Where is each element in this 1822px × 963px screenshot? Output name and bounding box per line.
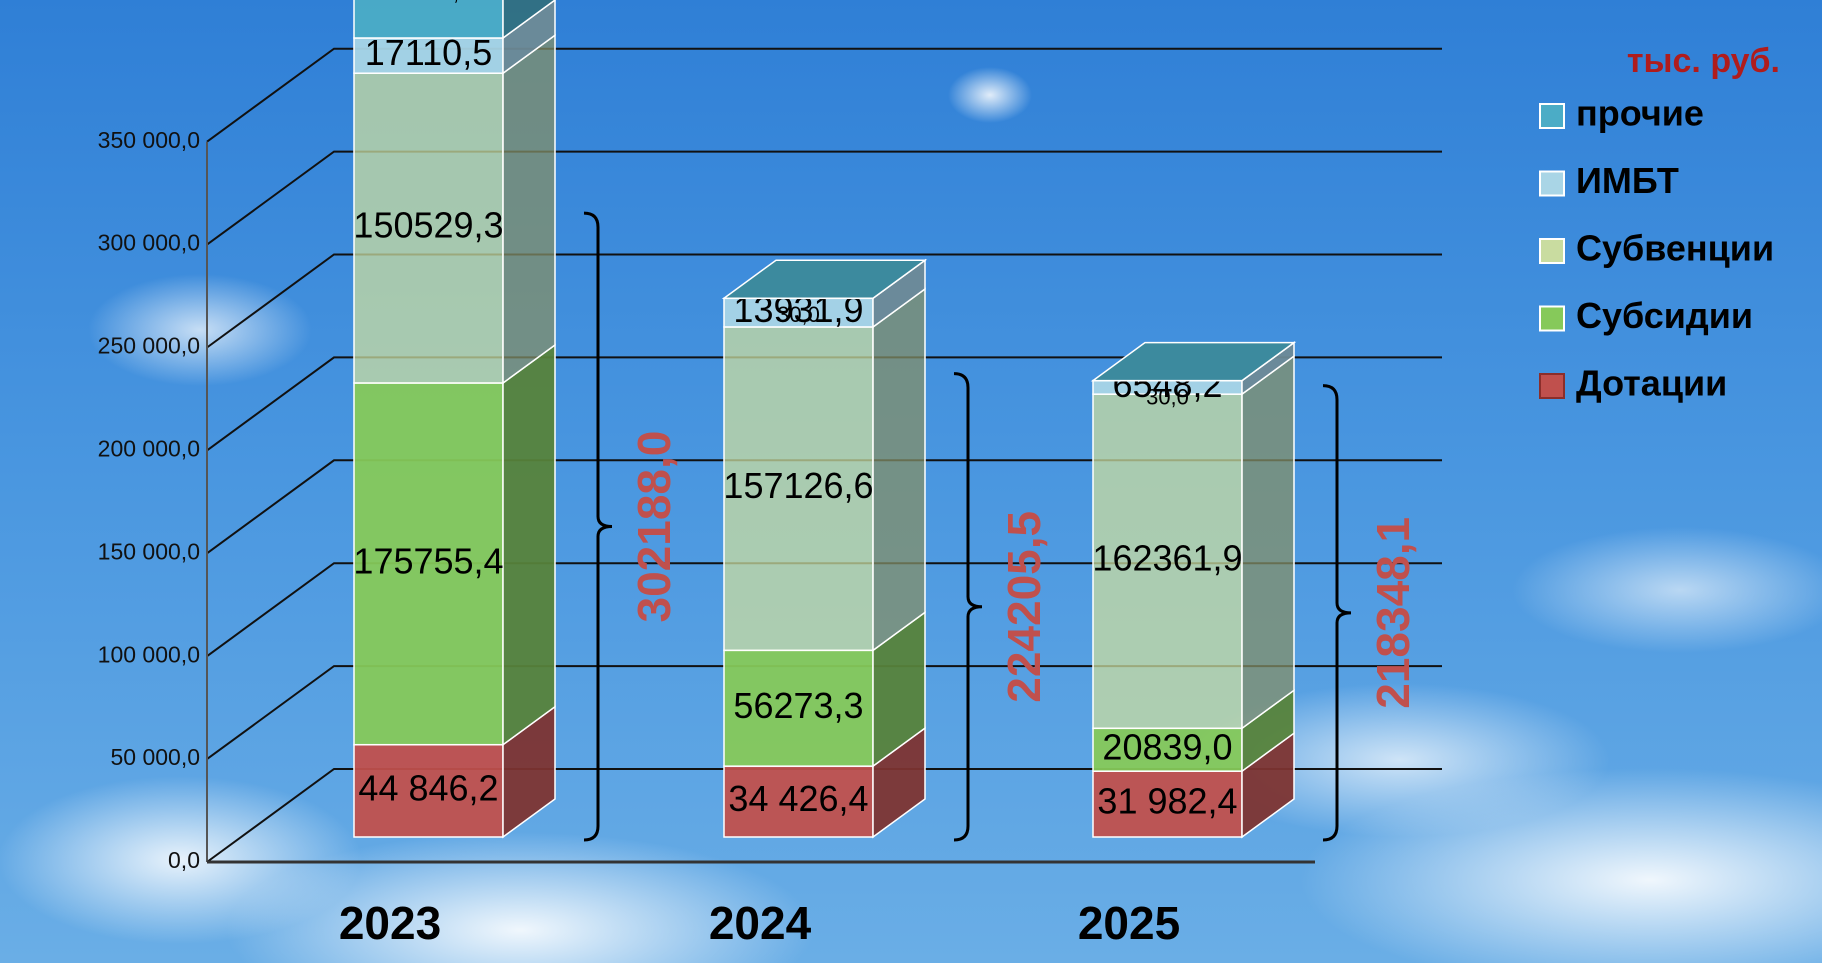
y-tick-label: 250 000,0: [98, 333, 200, 359]
total-bracket: [584, 213, 612, 840]
x-tick-label: 2025: [1078, 897, 1180, 949]
legend-label: прочие: [1576, 93, 1704, 134]
y-tick-label: 350 000,0: [98, 127, 200, 153]
total-label: 224205,5: [998, 511, 1050, 703]
chart: тыс. руб. 0,0 50 000,0 100 000,0 150 000,0 2…: [0, 0, 1822, 963]
slide: тыс. руб. 0,0 50 000,0 100 000,0 150 000,0 2…: [0, 0, 1822, 963]
legend-swatch: [1540, 104, 1564, 128]
y-tick-label: 200 000,0: [98, 435, 200, 461]
unit-label: тыс. руб.: [1627, 42, 1780, 80]
data-label: 162361,9: [1092, 538, 1242, 579]
y-tick-label: 150 000,0: [98, 538, 200, 564]
data-label: 34 426,4: [728, 778, 868, 819]
bar-segment: [354, 0, 503, 38]
total-bracket: [954, 374, 982, 840]
bar-segment-side: [503, 35, 555, 383]
bar-segment-side: [1242, 356, 1294, 728]
bar-segment-side: [503, 345, 555, 745]
data-label: 56273,3: [733, 685, 863, 726]
legend-swatch: [1540, 374, 1564, 398]
legend-label: Субсидии: [1576, 295, 1753, 336]
x-tick-label: 2023: [339, 897, 441, 949]
legend-label: Субвенции: [1576, 228, 1774, 269]
legend-label: ИМБТ: [1576, 160, 1679, 201]
data-label: 31 982,4: [1097, 781, 1237, 822]
data-label: 30,0: [777, 302, 820, 327]
total-label: 302188,0: [628, 431, 680, 623]
data-label: 150529,3: [353, 205, 503, 246]
legend-swatch: [1540, 239, 1564, 263]
bar-segment-side: [873, 289, 925, 650]
legend-swatch: [1540, 307, 1564, 331]
legend-label: Дотации: [1576, 363, 1727, 404]
total-bracket: [1323, 386, 1351, 840]
y-tick-label: 100 000,0: [98, 641, 200, 667]
x-tick-label: 2024: [709, 897, 812, 949]
data-label: 30 010,0: [386, 0, 472, 5]
data-label: 175755,4: [353, 540, 503, 581]
y-tick-label: 50 000,0: [110, 744, 200, 770]
data-label: 30,0: [1146, 384, 1189, 409]
data-label: 157126,6: [723, 465, 873, 506]
legend-swatch: [1540, 172, 1564, 196]
y-tick-label: 0,0: [168, 847, 200, 873]
y-tick-label: 300 000,0: [98, 230, 200, 256]
data-label: 20839,0: [1102, 726, 1232, 767]
data-label: 44 846,2: [358, 767, 498, 808]
total-label: 218348,1: [1367, 517, 1419, 709]
